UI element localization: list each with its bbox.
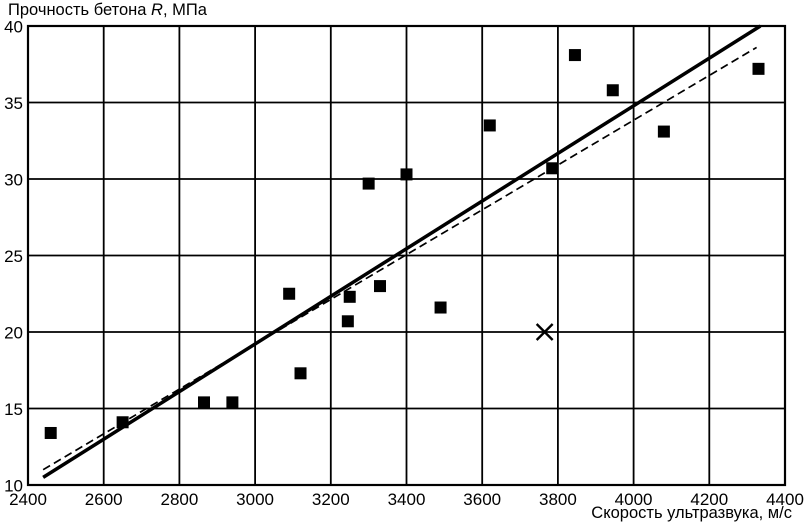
y-tick-label: 10: [4, 477, 23, 496]
data-point-square: [294, 367, 307, 380]
y-axis-title-text: Прочность бетона: [8, 1, 152, 19]
x-tick-label: 2600: [85, 490, 123, 509]
data-point-square: [400, 168, 413, 181]
data-point-square: [568, 49, 581, 62]
data-point-square: [198, 396, 211, 409]
data-point-square: [434, 301, 447, 314]
plot-border: [26, 24, 787, 487]
x-tick-label: 3400: [388, 490, 426, 509]
y-tick-label: 40: [4, 18, 23, 37]
data-point-square: [483, 119, 496, 132]
data-point-square: [283, 287, 296, 300]
x-tick-label: 4200: [690, 490, 728, 509]
x-tick-label: 4000: [615, 490, 653, 509]
y-axis-title-symbol: R: [151, 1, 163, 19]
x-tick-label: 3800: [539, 490, 577, 509]
x-tick-label: 2800: [160, 490, 198, 509]
regression-line-solid: [42, 24, 762, 479]
data-point-square: [343, 290, 356, 303]
excluded-point-x-marker: [535, 323, 554, 341]
y-tick-label: 30: [4, 171, 23, 190]
y-axis-title: Прочность бетона R, МПа: [8, 1, 207, 20]
x-tick-label: 3600: [463, 490, 501, 509]
data-point-square: [226, 396, 239, 409]
data-point-square: [44, 426, 57, 439]
regression-line-dashed: [42, 46, 758, 471]
y-axis-title-units: , МПа: [162, 1, 207, 19]
y-tick-label: 15: [4, 400, 23, 419]
data-point-square: [362, 177, 375, 190]
x-tick-label: 4400: [766, 490, 804, 509]
data-point-square: [606, 84, 619, 97]
y-tick-label: 35: [4, 94, 23, 113]
x-tick-label: 2400: [9, 490, 47, 509]
y-tick-label: 20: [4, 324, 23, 343]
data-point-square: [341, 315, 354, 328]
data-point-square: [374, 280, 387, 293]
data-point-square: [657, 125, 670, 138]
x-tick-label: 3000: [236, 490, 274, 509]
x-tick-label: 3200: [312, 490, 350, 509]
y-tick-label: 25: [4, 247, 23, 266]
x-axis-title: Скорость ультразвука, м/с: [591, 504, 792, 522]
data-point-square: [752, 62, 765, 75]
